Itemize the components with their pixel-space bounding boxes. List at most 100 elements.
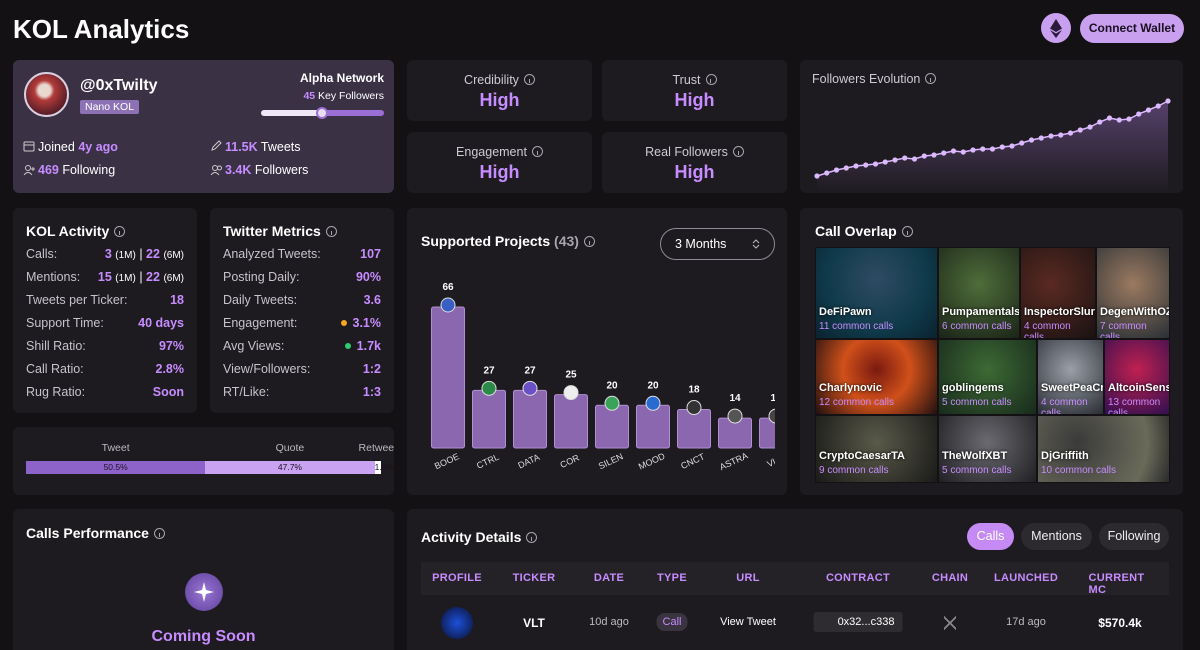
- split-segment: 50.5%: [26, 461, 206, 474]
- overlap-cell[interactable]: Charlynovic 12 common calls: [815, 339, 938, 415]
- overlap-cell[interactable]: goblingems 5 common calls: [938, 339, 1037, 415]
- tab[interactable]: Mentions: [1021, 523, 1092, 550]
- metric-label: View/Followers:: [223, 362, 311, 376]
- bar-value: 27: [524, 365, 536, 376]
- value-part: 15: [97, 270, 112, 284]
- user-plus-icon: [23, 165, 35, 176]
- metric-label: Rug Ratio:: [26, 385, 86, 399]
- followers-point: [999, 144, 1005, 150]
- metric-label: Shill Ratio:: [26, 339, 86, 353]
- metric-value: 97%: [159, 339, 184, 353]
- overlap-cell[interactable]: DegenWithOZ 7 common calls: [1096, 247, 1170, 339]
- page-title: KOL Analytics: [13, 14, 190, 44]
- kol-activity-title: KOL Activity: [26, 223, 126, 239]
- followers-point: [1028, 137, 1035, 143]
- bar: [554, 394, 588, 449]
- label-text: Engagement: [456, 145, 527, 159]
- followers-point: [814, 173, 820, 179]
- supported-projects-card: Supported Projects (43) 3 Months 66 BOOE 2…: [407, 208, 787, 495]
- network-title: Alpha Network: [299, 71, 384, 85]
- score-value: High: [479, 90, 520, 110]
- overlap-cell[interactable]: AltcoinSense 13 common calls: [1104, 339, 1170, 415]
- slider-knob: [316, 107, 328, 119]
- value-text: 3.1%: [352, 316, 382, 330]
- chain-icon: [944, 614, 956, 632]
- project-icon: [645, 395, 661, 411]
- column-header: TYPE: [657, 572, 687, 584]
- chain-button[interactable]: [1041, 13, 1071, 43]
- followers-point: [970, 147, 976, 153]
- joined-value: 4y ago: [78, 140, 118, 154]
- info-icon: [583, 236, 595, 247]
- column-header: CURRENT MC: [1088, 572, 1145, 596]
- overlap-cell[interactable]: TheWolfXBT 5 common calls: [938, 415, 1037, 483]
- overlap-name: Charlynovic: [819, 382, 882, 394]
- followers-area: [817, 101, 1168, 193]
- value-part: (6M): [163, 250, 184, 261]
- following: 469 Following: [38, 163, 115, 177]
- value-text: 107: [360, 247, 381, 261]
- coming-soon: Coming Soon: [151, 628, 256, 645]
- info-icon: [901, 226, 913, 237]
- following-label: Following: [62, 163, 116, 177]
- twitter-metrics-title: Twitter Metrics: [223, 223, 337, 239]
- overlap-calls: 6 common calls: [942, 321, 1012, 332]
- info-icon: [925, 73, 937, 84]
- overlap-calls: 13 common calls: [1108, 397, 1161, 415]
- label-text: Trust: [672, 73, 701, 87]
- overlap-calls: 10 common calls: [1041, 465, 1117, 476]
- followers-point: [1009, 143, 1015, 149]
- overlap-calls: 12 common calls: [819, 397, 895, 408]
- connect-wallet-button[interactable]: Connect Wallet: [1080, 14, 1184, 43]
- score-card: Engagement High: [407, 132, 592, 193]
- bar-value: 14: [770, 393, 775, 404]
- avatar: [24, 72, 69, 117]
- cell-contract[interactable]: 0x32...c338: [813, 612, 903, 632]
- bar: [677, 409, 711, 449]
- followers-point: [911, 156, 918, 162]
- metric-value: 3 (1M) | 22 (6M): [105, 247, 184, 261]
- projects-chart: 66 BOOE 27 CTRL 27 DATA 25 COR 20 SILEN 20 MOOD 18 CN…: [431, 282, 775, 472]
- info-icon: [732, 146, 744, 157]
- score-label: Trust: [602, 73, 787, 87]
- overlap-cell[interactable]: InspectorSlurp 4 common calls: [1020, 247, 1096, 339]
- metric-label: Tweets per Ticker:: [26, 293, 128, 307]
- score-label: Engagement: [407, 145, 592, 159]
- overlap-calls: 4 common calls: [1024, 321, 1071, 339]
- title-text: Activity Details: [421, 529, 522, 545]
- metric-value: 1:2: [363, 362, 381, 376]
- followers-point: [1038, 135, 1044, 141]
- overlap-name: SweetPeaCry: [1041, 382, 1104, 394]
- value-text: 1:3: [362, 385, 381, 399]
- value-part: (6M): [163, 273, 184, 284]
- followers-point: [989, 146, 996, 152]
- column-header: URL: [736, 572, 760, 584]
- overlap-cell[interactable]: SweetPeaCry 4 common calls: [1037, 339, 1104, 415]
- metric-label: Avg Views:: [223, 339, 285, 353]
- metric-label: Support Time:: [26, 316, 104, 330]
- tab[interactable]: Calls: [967, 523, 1014, 550]
- overlap-cell[interactable]: PumpamentalsC 6 common calls: [938, 247, 1020, 339]
- followers-point: [843, 165, 849, 171]
- overlap-cell[interactable]: CryptoCaesarTA 9 common calls: [815, 415, 938, 483]
- cell-url[interactable]: View Tweet: [720, 616, 776, 628]
- column-header: LAUNCHED: [993, 572, 1059, 584]
- score-card: Trust High: [602, 60, 787, 121]
- split-segment: 1.8%: [374, 461, 394, 474]
- tab[interactable]: Following: [1099, 523, 1169, 550]
- followers-point: [1155, 103, 1161, 109]
- overlap-cell[interactable]: DeFiPawn 11 common calls: [815, 247, 938, 339]
- bar-value: 20: [606, 380, 618, 391]
- period-value: 3 Months: [675, 237, 727, 251]
- project-icon: [440, 297, 456, 313]
- overlap-cell[interactable]: DjGriffith 10 common calls: [1037, 415, 1170, 483]
- metric-value: 18: [170, 293, 184, 307]
- overlap-name: TheWolfXBT: [942, 450, 1008, 462]
- followers-label: Followers: [254, 163, 309, 177]
- overlap-name: CryptoCaesarTA: [819, 450, 905, 462]
- twitter-metrics-card: Twitter Metrics Analyzed Tweets: 107 Posti…: [210, 208, 394, 413]
- cell-ticker: VLT: [523, 616, 545, 630]
- bar: [759, 417, 775, 449]
- period-dropdown[interactable]: 3 Months: [660, 228, 775, 260]
- value-part: |: [139, 270, 143, 284]
